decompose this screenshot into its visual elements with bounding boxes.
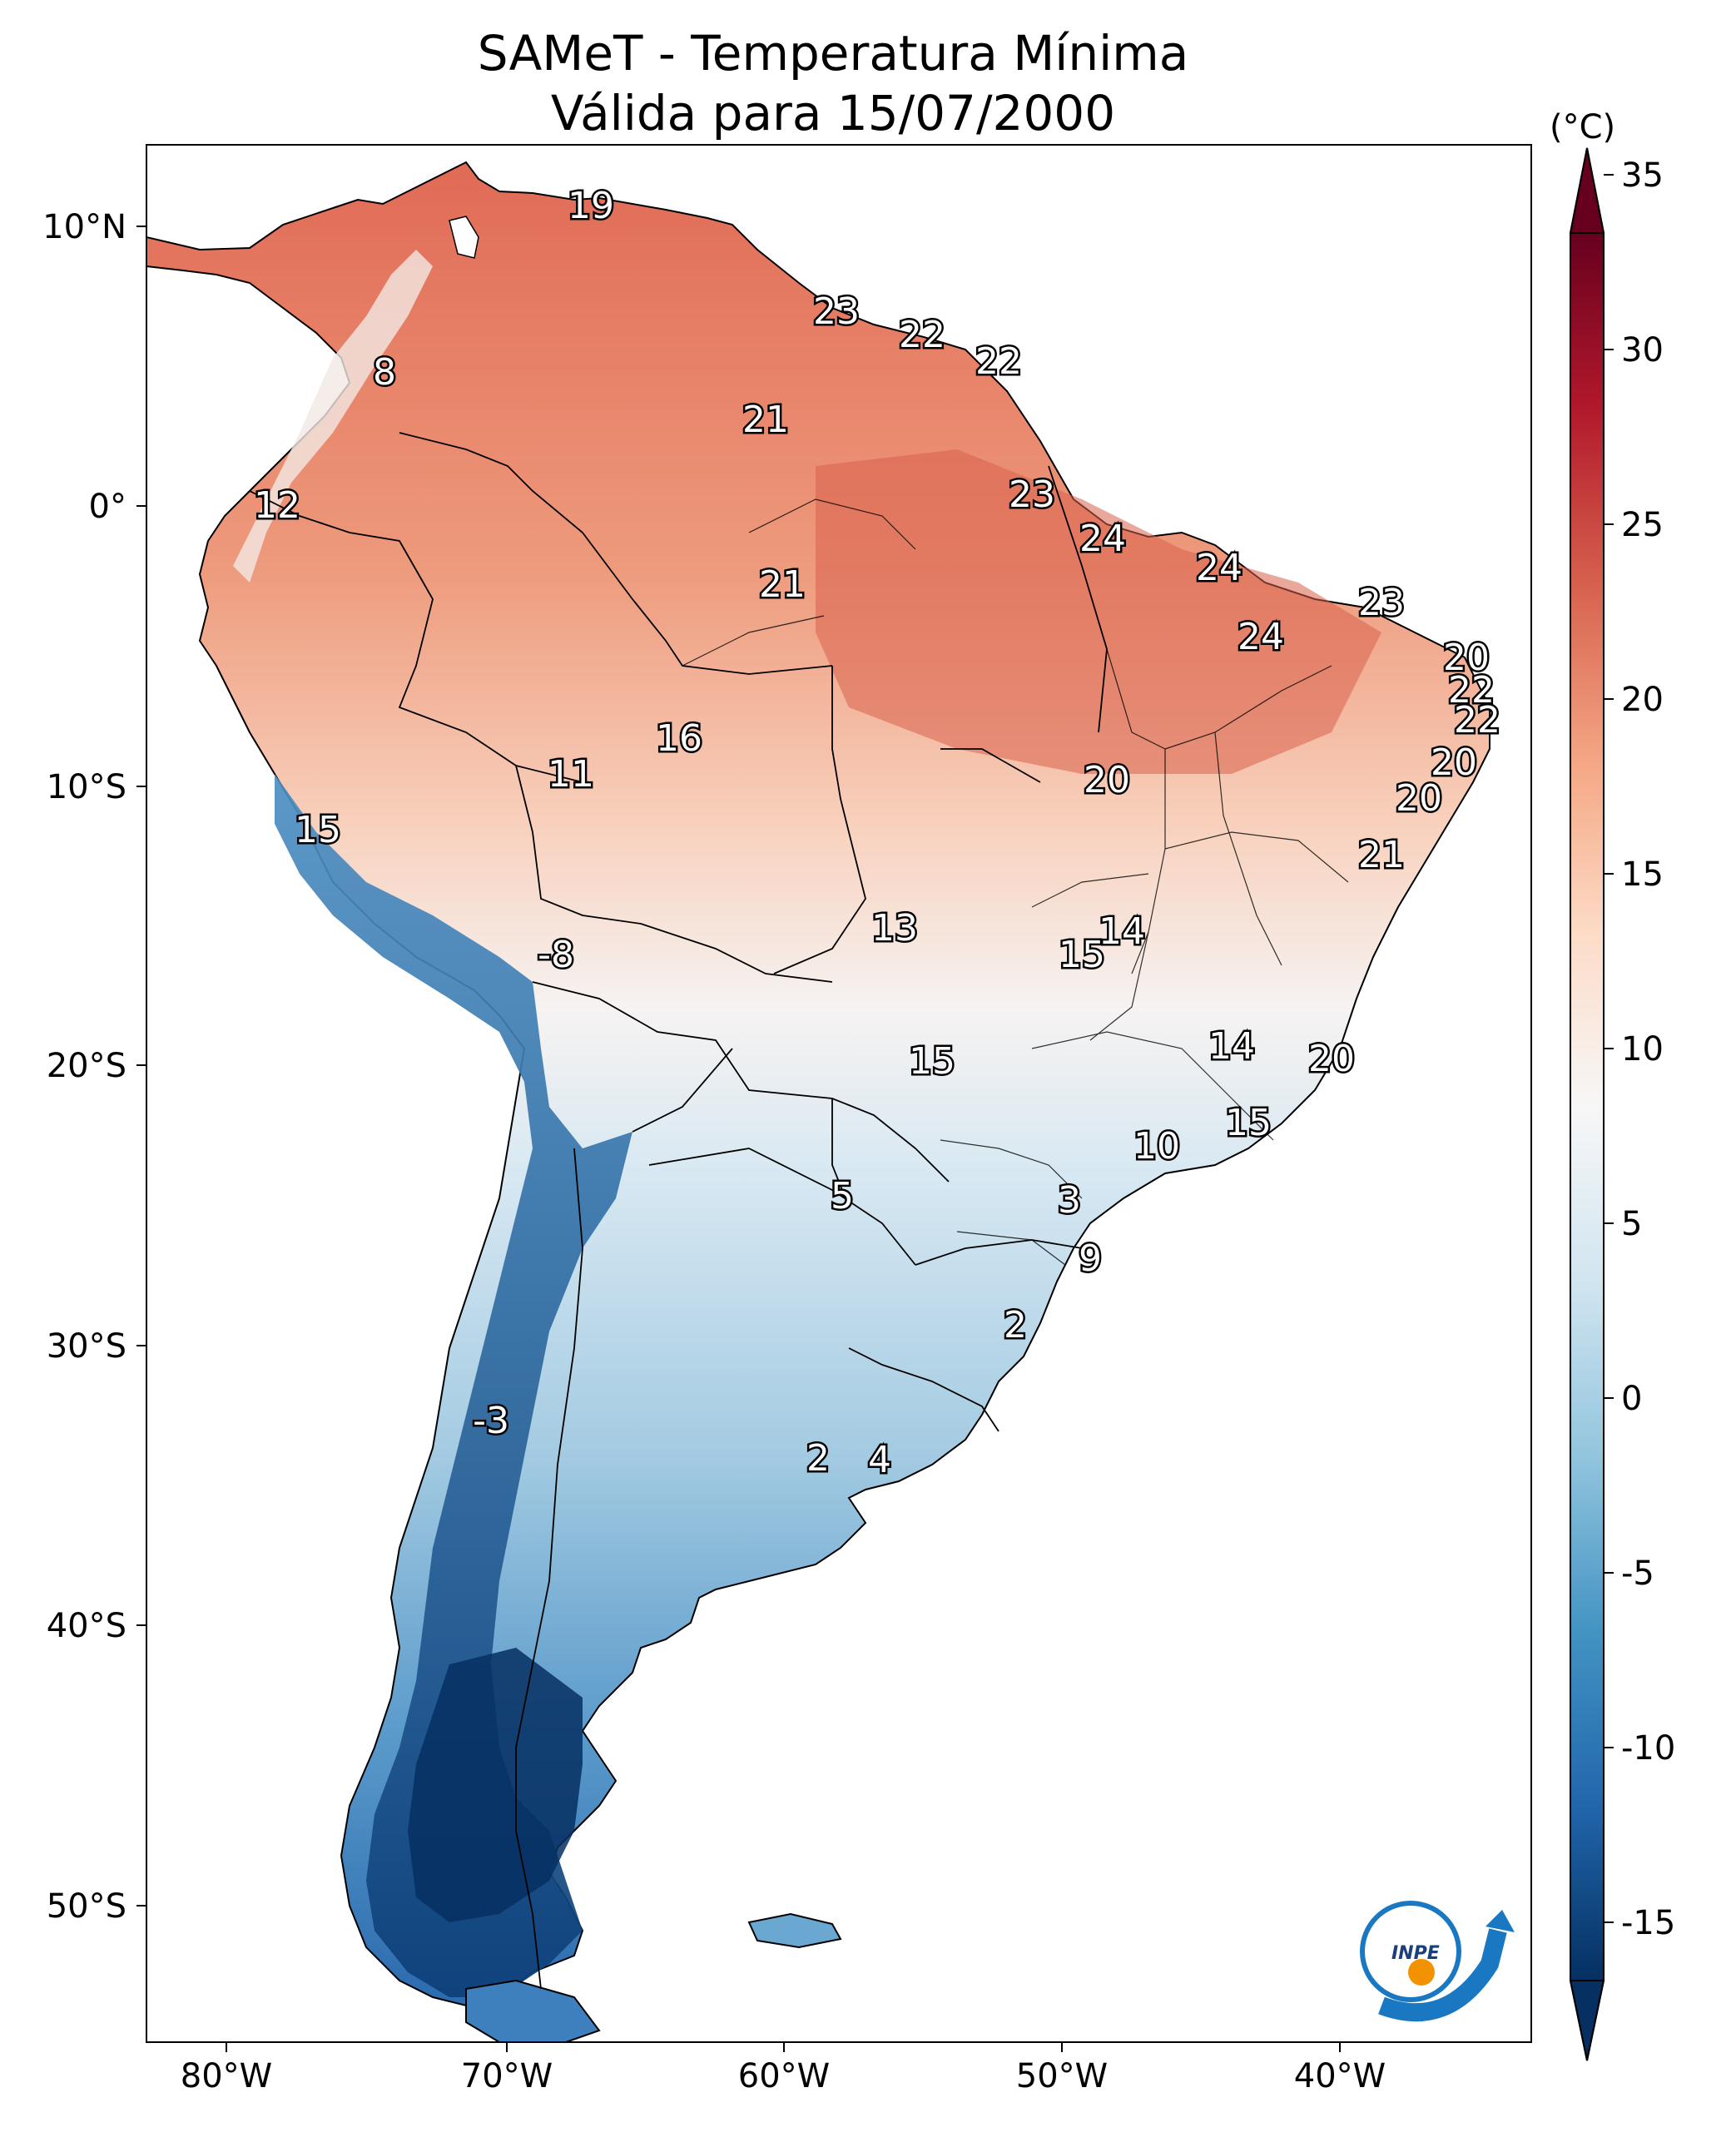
temperature-label: 2 [806,1437,830,1480]
lat-tick-label: 30°S [47,1327,126,1366]
colorbar-unit: (°C) [1550,108,1616,146]
logo-dot-icon [1408,1959,1435,1986]
state-borders [682,498,1349,1266]
lon-tick-label: 80°W [181,2057,272,2095]
map-title: SAMeT - Temperatura Mínima Válida para 1… [146,23,1520,143]
colorbar-outline [1570,147,1605,2061]
colorbar-tick-label: 20 [1621,681,1664,719]
lon-tick-label: 50°W [1016,2057,1108,2095]
temperature-label: 16 [656,717,702,760]
temperature-label: 11 [548,753,594,796]
temperature-label: 23 [1358,582,1405,624]
temperature-label: 20 [1308,1038,1355,1080]
temperature-label: 8 [373,351,396,394]
colorbar-tick-label: 5 [1621,1205,1642,1243]
lat-tick-label: 10°S [47,768,126,806]
temperature-label: 21 [759,563,806,606]
temperature-label: 15 [1059,934,1105,976]
colorbar-min-arrow [1569,1980,1605,2061]
colorbar-tick-label: 30 [1621,331,1664,369]
title-line-2: Válida para 15/07/2000 [550,85,1116,141]
temperature-label: 13 [871,907,918,950]
colorbar-tick-label: 10 [1621,1030,1664,1069]
falkland-islands [747,1912,842,1949]
temperature-label: 20 [1084,759,1130,801]
inpe-logo: INPE [1360,1901,1515,2022]
lat-tick-label: 50°S [47,1887,126,1926]
logo-swoosh-icon [1378,1928,1507,2022]
colorbar-tick-label: 25 [1621,506,1664,544]
colorbar-tick-label: -5 [1621,1554,1654,1593]
colorbar: 35 30 25 20 15 10 5 0 -5 -10 -15 [1569,147,1675,2061]
temperature-label: 3 [1058,1179,1081,1222]
temperature-label: 14 [1099,910,1145,953]
colorbar-tick-label: 0 [1621,1380,1642,1418]
lake-maracaibo [449,216,479,259]
colorbar-body [1570,233,1604,1981]
temperature-label: 12 [254,484,300,527]
temperature-label: 20 [1396,777,1442,820]
temperature-label: 20 [1431,741,1477,784]
patagonia-cold-region [408,1648,583,1922]
lon-tick-label: 70°W [461,2057,553,2095]
temperature-label: 24 [1079,518,1126,560]
temperature-label: -3 [473,1400,509,1442]
temperature-label: 4 [868,1439,891,1481]
colorbar-tick-label: 15 [1621,855,1664,894]
temperature-label: 15 [909,1040,955,1083]
logo-text: INPE [1391,1943,1440,1964]
temperature-label: 14 [1208,1025,1255,1068]
tierra-del-fuego [465,1979,601,2042]
lat-tick-label: 0° [89,488,126,526]
longitude-axis: 80°W 70°W 60°W 50°W 40°W [181,2042,1386,2095]
lon-tick-label: 60°W [738,2057,830,2095]
temperature-label: 22 [1448,669,1495,712]
temperature-label: 23 [1009,474,1055,516]
temperature-label: 15 [295,809,341,851]
temperature-label: 23 [813,290,860,333]
temperature-label: 20 [1443,637,1490,679]
logo-ring-icon [1360,1901,1461,2002]
colorbar-max-arrow [1569,147,1605,234]
lat-tick-label: 40°S [47,1607,126,1645]
colorbar-tick-label: 35 [1621,156,1664,195]
temperature-label: 24 [1238,616,1284,658]
temperature-label: 22 [1454,699,1500,741]
temperature-label: 10 [1133,1125,1180,1168]
temperature-label: 22 [899,314,945,356]
title-line-1: SAMeT - Temperatura Mínima [477,25,1189,82]
temperature-label: -8 [538,934,574,976]
country-borders [249,432,1108,1990]
colombian-highlands [233,250,433,583]
temperature-label: 22 [975,340,1022,383]
temperature-label: 24 [1196,547,1242,589]
colorbar-tick-label: -10 [1621,1729,1675,1768]
temperature-label: 5 [831,1175,854,1217]
lat-tick-label: 10°N [42,208,126,246]
temperature-label: 21 [1358,834,1405,876]
temperature-label: 2 [1004,1304,1027,1346]
andes-cold-region [275,774,632,1997]
lat-tick-label: 20°S [47,1047,126,1085]
temperature-label: 19 [568,185,614,227]
north-warm-region [816,449,1381,774]
temperature-label: 21 [742,399,789,441]
logo-arrow-icon [1486,1910,1515,1932]
latitude-axis: 10°N 0° 10°S 20°S 30°S 40°S 50°S [42,208,146,1926]
temperature-label: 15 [1225,1102,1272,1144]
lon-tick-label: 40°W [1294,2057,1386,2095]
colorbar-tick-label: -15 [1621,1904,1675,1942]
temperature-label: 9 [1079,1237,1102,1280]
